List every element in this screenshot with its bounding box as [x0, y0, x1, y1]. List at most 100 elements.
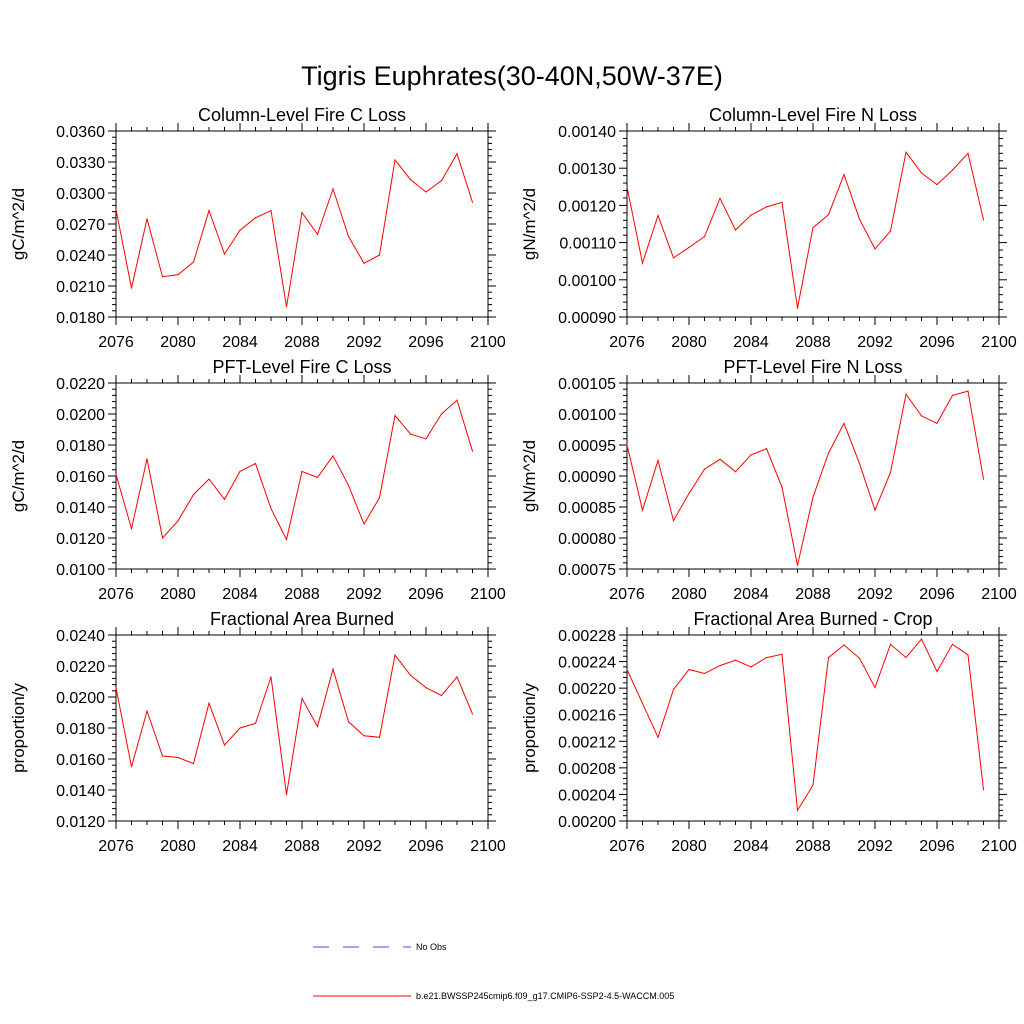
y-tick-label: 0.0180 [56, 438, 105, 455]
data-point [146, 458, 148, 460]
data-point [208, 209, 210, 212]
x-tick-label: 2092 [346, 586, 382, 603]
data-point [316, 233, 319, 235]
figure-title: Tigris Euphrates(30-40N,50W-37E) [301, 61, 723, 91]
chart-panel-2: Column-Level Fire N Loss 2076 2080 2084 2088… [520, 105, 1017, 351]
data-point [858, 463, 861, 465]
chart-panel-5: Fractional Area Burned 2076 2080 2084 2088 20… [9, 609, 506, 855]
data-point [967, 390, 969, 392]
plot-frame [626, 130, 1000, 318]
data-point [146, 218, 148, 220]
y-tick-label: 0.00075 [558, 562, 616, 579]
y-tick-label: 0.00208 [558, 761, 616, 778]
chart-title: Column-Level Fire N Loss [709, 105, 917, 125]
data-point [827, 656, 830, 659]
data-point [394, 414, 396, 417]
chart-title: Fractional Area Burned - Crop [693, 609, 932, 629]
data-point [889, 643, 892, 645]
data-point [672, 688, 675, 691]
data-point [951, 169, 954, 171]
data-point [332, 188, 334, 190]
x-tick-label: 2092 [857, 334, 893, 351]
x-tick-label: 2096 [408, 838, 444, 855]
chart-panel-1: Column-Level Fire C Loss 2076 2080 2084 2088… [9, 105, 506, 351]
data-point [115, 687, 117, 689]
y-tick-label: 0.0140 [56, 783, 105, 800]
data-point [796, 809, 799, 811]
data-point [750, 454, 752, 456]
x-tick-label: 2096 [919, 838, 955, 855]
plot-frame [626, 382, 1000, 570]
data-point [905, 656, 907, 659]
x-tick-label: 2088 [284, 838, 320, 855]
data-point [703, 672, 706, 675]
data-point [719, 664, 721, 667]
data-point [347, 484, 350, 486]
x-tick-label: 2096 [919, 334, 955, 351]
data-point [332, 455, 334, 457]
data-point [456, 399, 458, 401]
data-point [765, 448, 768, 450]
data-point [115, 208, 117, 211]
y-tick-label: 0.0330 [56, 155, 105, 172]
data-point [967, 152, 969, 154]
data-point [781, 653, 783, 655]
y-tick-label: 0.00140 [558, 124, 616, 141]
y-tick-label: 0.00216 [558, 708, 616, 725]
x-tick-label: 2100 [981, 838, 1017, 855]
x-tick-label: 2080 [671, 838, 707, 855]
y-tick-label: 0.0120 [56, 814, 105, 831]
y-tick-label: 0.00095 [558, 438, 616, 455]
x-tick-label: 2084 [733, 838, 769, 855]
data-point [285, 794, 288, 796]
data-point [812, 784, 814, 786]
y-axis-label: gN/m^2/d [520, 188, 539, 260]
x-tick-label: 2092 [857, 586, 893, 603]
legend-entry-model: b.e21.BWSSP245cmip6.f09_g17.CMIP6-SSP2-4… [313, 991, 674, 1001]
x-tick-label: 2100 [470, 334, 506, 351]
data-point [301, 212, 303, 214]
data-point [827, 214, 830, 216]
data-point [177, 274, 179, 276]
data-point [456, 153, 458, 155]
data-point [703, 468, 706, 470]
data-point [177, 520, 179, 522]
x-tick-label: 2084 [222, 586, 258, 603]
data-point [471, 201, 474, 203]
y-tick-label: 0.0270 [56, 217, 105, 234]
data-point [316, 476, 319, 479]
data-point [982, 219, 985, 221]
chart-panel-6: Fractional Area Burned - Crop 2076 2080 208… [520, 609, 1017, 855]
data-point [641, 702, 644, 705]
data-point [425, 687, 427, 689]
y-tick-label: 0.0120 [56, 531, 105, 548]
data-point [471, 450, 474, 452]
y-tick-label: 0.00090 [558, 310, 616, 327]
data-point [192, 763, 195, 765]
data-point [982, 478, 985, 480]
chart-title: PFT-Level Fire C Loss [212, 357, 391, 377]
data-point [254, 217, 257, 219]
data-point [378, 497, 381, 499]
data-point [641, 262, 644, 264]
x-tick-label: 2088 [795, 334, 831, 351]
data-point [626, 186, 628, 188]
x-tick-label: 2100 [470, 838, 506, 855]
data-point [192, 261, 195, 263]
data-point [239, 470, 241, 472]
data-point [781, 201, 783, 204]
series-line [115, 399, 473, 541]
data-point [161, 276, 164, 278]
data-point [425, 438, 427, 440]
y-tick-label: 0.00130 [558, 161, 616, 178]
data-point [130, 528, 133, 530]
x-tick-label: 2092 [857, 838, 893, 855]
data-point [657, 214, 659, 217]
series-line [115, 653, 473, 795]
data-point [765, 206, 768, 208]
y-tick-label: 0.0100 [56, 562, 105, 579]
x-tick-label: 2080 [671, 334, 707, 351]
data-point [951, 643, 954, 645]
data-point [161, 755, 164, 757]
x-tick-label: 2100 [981, 334, 1017, 351]
